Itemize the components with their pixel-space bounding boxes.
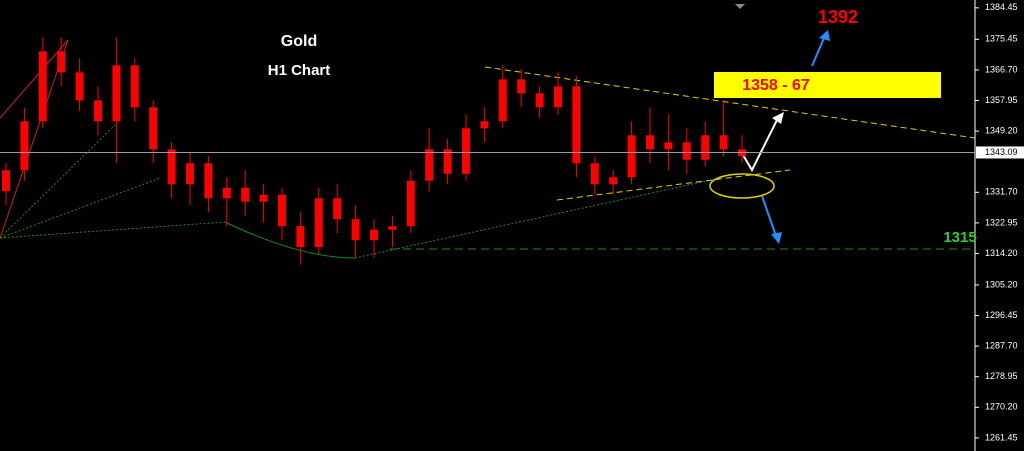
candle-body (572, 86, 581, 164)
candle-body (535, 93, 544, 108)
scroll-marker (735, 4, 745, 9)
last-price-label: 1343.09 (985, 147, 1018, 157)
y-tick-label: 1349.20 (985, 125, 1018, 135)
candle-body (130, 65, 139, 108)
candle-body (75, 72, 84, 101)
y-tick-label: 1357.95 (985, 95, 1018, 105)
plot (2, 37, 746, 265)
fan-line (0, 39, 69, 239)
upper-trendline (484, 66, 976, 139)
y-tick-label: 1287.70 (985, 340, 1018, 350)
y-tick-label: 1305.20 (985, 279, 1018, 289)
arrow-head (771, 232, 782, 244)
last-price-box (976, 146, 1024, 159)
fan-line (0, 39, 69, 119)
candle-body (20, 121, 29, 171)
candle-body (609, 177, 618, 185)
annotation: 1358 - 67 (742, 77, 810, 94)
candle-body (333, 198, 342, 220)
candle-body (664, 142, 673, 150)
candle-body (149, 107, 158, 150)
y-tick-label: 1314.20 (985, 248, 1018, 258)
y-tick-label: 1270.20 (985, 402, 1018, 412)
candle-body (627, 135, 636, 178)
candle-body (406, 180, 415, 227)
fan-line (0, 124, 116, 239)
candle-body (701, 135, 710, 160)
y-tick-label: 1366.70 (985, 64, 1018, 74)
candle-body (351, 219, 360, 241)
candle-body (554, 86, 562, 108)
candle-body (425, 149, 434, 181)
candle-body (682, 142, 691, 160)
candle-body (314, 198, 323, 248)
candle-body (112, 65, 121, 122)
arc-line (224, 221, 356, 259)
candle-body (186, 163, 194, 185)
down-arrow (761, 195, 777, 237)
fan-line (0, 221, 226, 239)
y-tick-label: 1278.95 (985, 371, 1018, 381)
chart-subtitle: H1 Chart (268, 62, 331, 79)
candle-body (719, 135, 728, 150)
y-tick-label: 1375.45 (985, 34, 1018, 44)
arrow-head (772, 112, 784, 124)
target-box (714, 72, 941, 98)
annotation: 1392 (818, 7, 858, 27)
candle-body (222, 187, 231, 199)
candle-body (370, 229, 378, 241)
candle-body (498, 79, 507, 122)
candle-body (57, 51, 66, 73)
up-arrow (811, 37, 825, 67)
candle-body (241, 187, 250, 202)
y-tick-label: 1384.45 (985, 2, 1018, 12)
path-arrow (739, 117, 779, 173)
candle-body (278, 194, 286, 227)
candle-body (388, 226, 397, 230)
candle-body (204, 163, 213, 199)
candle-body (590, 163, 599, 185)
candle-body (259, 194, 268, 202)
candle-body (443, 149, 452, 174)
y-tick-label: 1296.45 (985, 310, 1018, 320)
drawings (0, 4, 976, 259)
arrow-head (819, 30, 830, 41)
level-ellipse (709, 173, 775, 199)
chart-title: Gold (281, 33, 317, 50)
y-tick-label: 1331.70 (985, 187, 1018, 197)
annotation: 1336 (731, 181, 755, 193)
y-tick-label: 1322.95 (985, 217, 1018, 227)
candle-body (94, 100, 102, 122)
candle-body (462, 128, 470, 174)
candle-body (480, 121, 489, 129)
candle-body (646, 135, 654, 150)
y-tick-label: 1261.45 (985, 432, 1018, 442)
candle-body (38, 51, 47, 122)
fan-line (0, 177, 161, 239)
candle-body (2, 170, 10, 192)
candle-body (296, 226, 305, 248)
annotation: 1315 (943, 229, 976, 246)
candle-body (517, 79, 526, 94)
candle-body (167, 149, 176, 185)
